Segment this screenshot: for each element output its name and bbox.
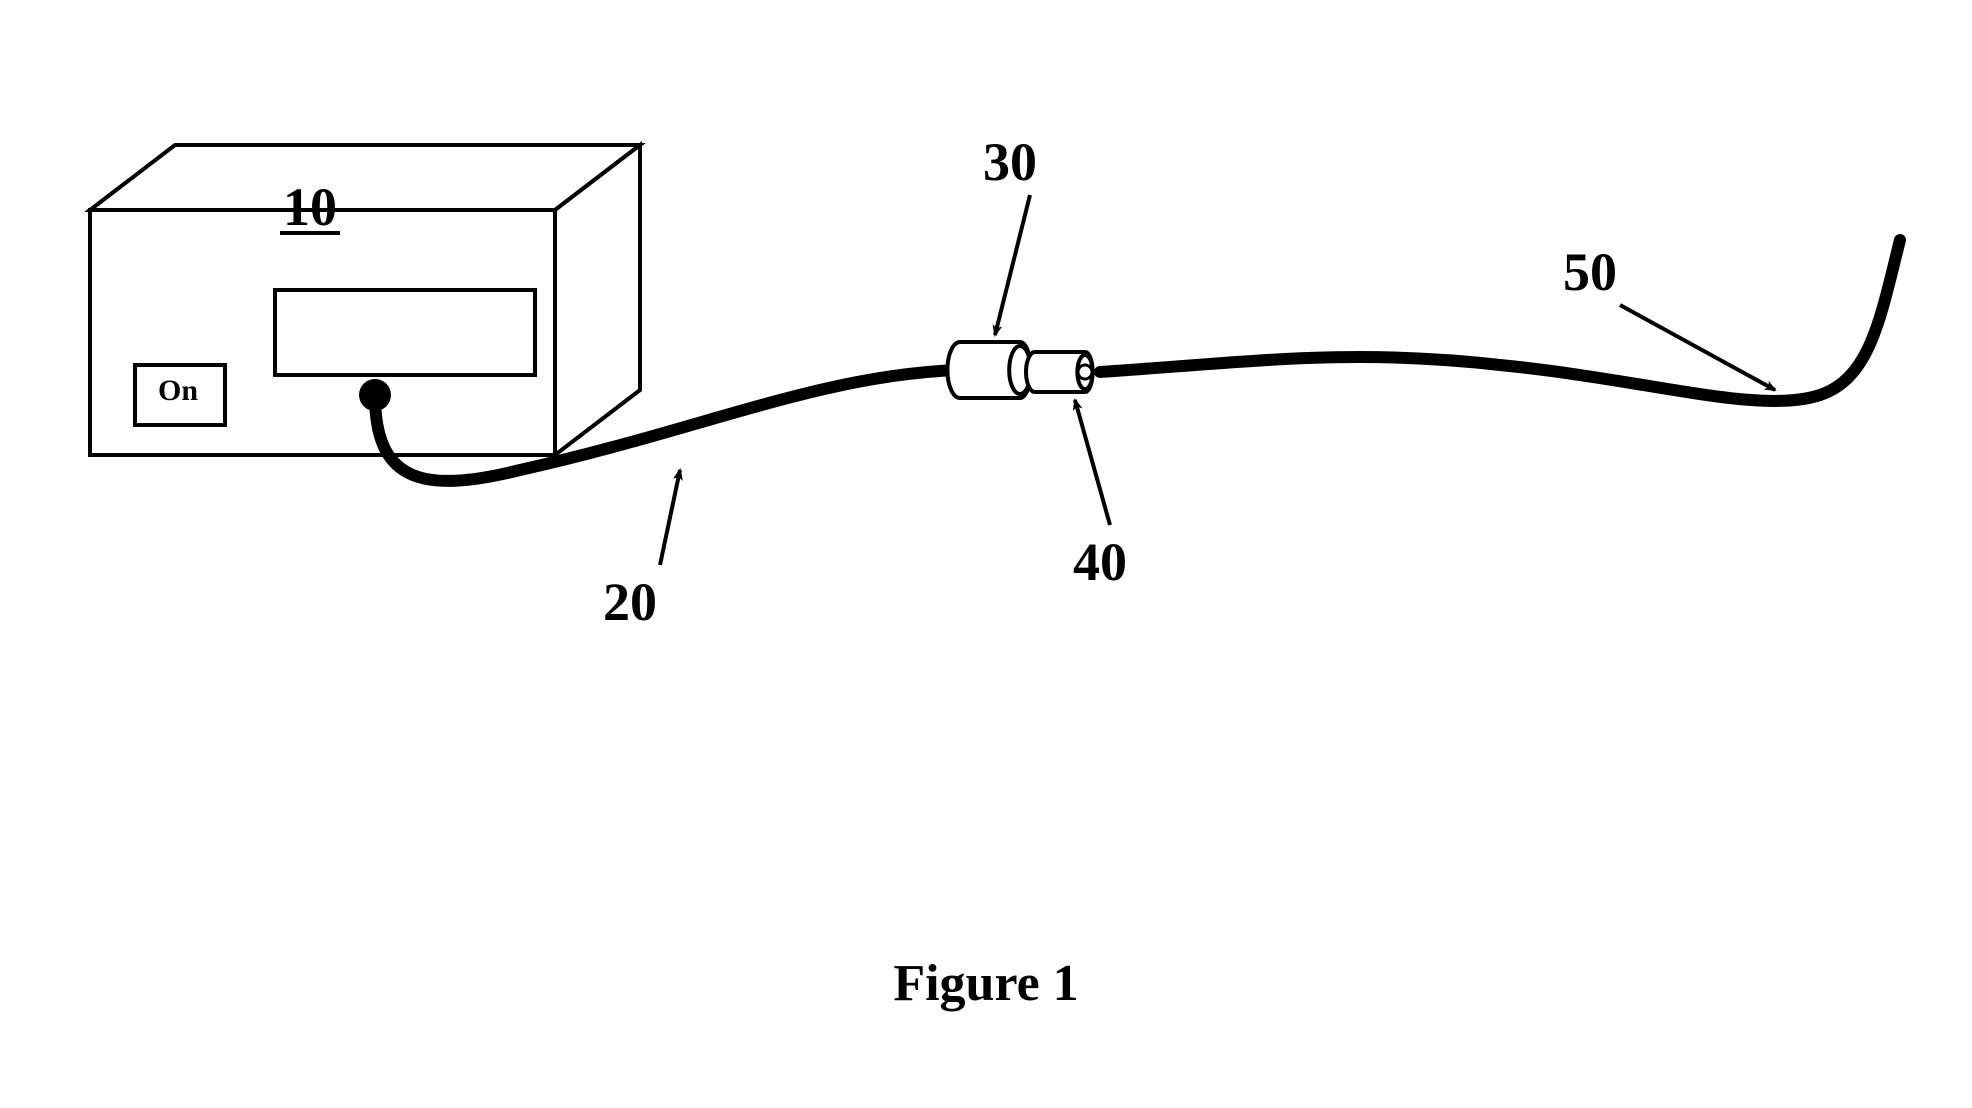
leader-30: [995, 195, 1030, 335]
cable-50: [1100, 240, 1900, 401]
svg-text:10: 10: [283, 177, 337, 237]
label-50: 50: [1563, 242, 1617, 302]
label-40: 40: [1073, 532, 1127, 592]
connector-40: [1026, 352, 1093, 392]
leader-20: [660, 470, 680, 565]
label-10: 10: [280, 177, 340, 237]
leader-40: [1075, 400, 1110, 525]
device-panel: [275, 290, 535, 375]
connector-30: [947, 342, 1030, 398]
figure-canvas: On 10 20 30 40 50 Figure 1: [0, 0, 1972, 1108]
figure-title: Figure 1: [893, 955, 1078, 1012]
on-button[interactable]: On: [135, 365, 225, 425]
on-button-label: On: [158, 374, 198, 407]
label-20: 20: [603, 572, 657, 632]
leader-50: [1620, 305, 1775, 390]
label-30: 30: [983, 132, 1037, 192]
